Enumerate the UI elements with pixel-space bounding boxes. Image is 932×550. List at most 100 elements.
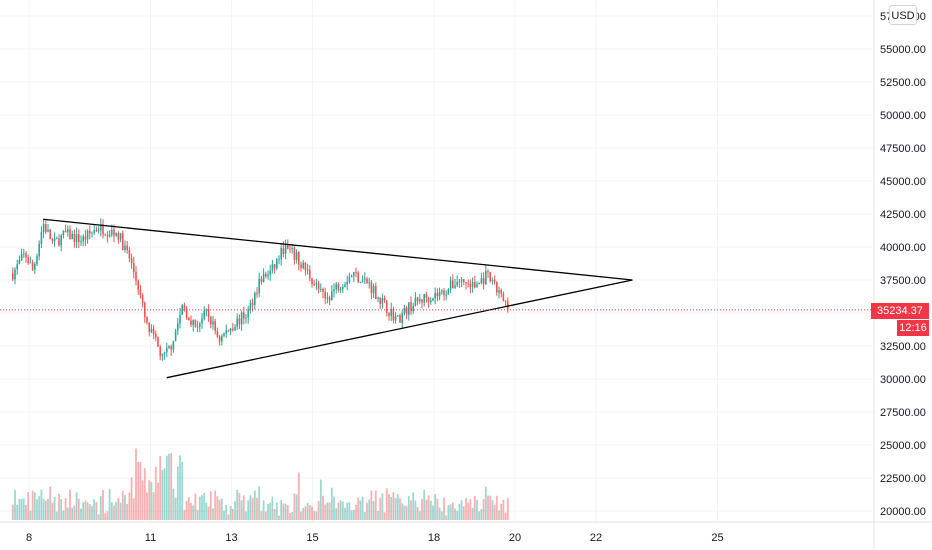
candle-body bbox=[339, 289, 342, 291]
candle-body bbox=[372, 286, 375, 293]
candle-body bbox=[179, 314, 181, 324]
candle-body bbox=[284, 244, 287, 254]
volume-bar bbox=[429, 500, 432, 520]
candle-body bbox=[36, 256, 38, 265]
candle-body bbox=[364, 278, 366, 280]
volume-bar bbox=[300, 511, 302, 520]
candle-body bbox=[113, 229, 115, 236]
candle-body bbox=[201, 318, 203, 324]
volume-bar bbox=[14, 489, 16, 520]
volume-bar bbox=[438, 507, 441, 520]
candle-body bbox=[108, 234, 111, 237]
trendline bbox=[166, 279, 633, 379]
candle-body bbox=[313, 284, 315, 286]
candle-body bbox=[476, 284, 478, 288]
volume-bar bbox=[102, 490, 104, 520]
volume-bar bbox=[115, 501, 118, 520]
volume-bar bbox=[502, 499, 505, 520]
volume-bar bbox=[432, 505, 434, 520]
volume-bar bbox=[392, 492, 395, 520]
volume-bar bbox=[165, 455, 168, 520]
candle-body bbox=[126, 245, 128, 250]
candle-body bbox=[482, 278, 485, 284]
volume-bar bbox=[269, 502, 272, 520]
volume-bar bbox=[150, 481, 153, 520]
volume-bar bbox=[249, 495, 252, 520]
volume-bar bbox=[212, 508, 214, 520]
candle-body bbox=[381, 298, 384, 304]
candle-body bbox=[370, 282, 373, 293]
volume-bar bbox=[471, 507, 474, 520]
candle-body bbox=[328, 297, 331, 301]
candle-body bbox=[392, 308, 395, 321]
volume-bar bbox=[20, 499, 23, 520]
candle-body bbox=[416, 297, 419, 302]
volume-bar bbox=[484, 486, 487, 520]
candle-body bbox=[119, 233, 122, 240]
time-tick-label: 8 bbox=[26, 532, 32, 544]
candle-body bbox=[412, 306, 414, 312]
volume-bar bbox=[500, 503, 503, 520]
candle-body bbox=[223, 333, 225, 336]
price-tick-label: 42500.00 bbox=[880, 209, 926, 221]
candle-body bbox=[355, 272, 357, 274]
time-tick-label: 11 bbox=[145, 532, 156, 544]
candle-body bbox=[199, 323, 201, 327]
volume-bar bbox=[84, 500, 87, 520]
candle-body bbox=[183, 305, 186, 309]
volume-bar bbox=[130, 477, 133, 520]
price-tick-label: 47500.00 bbox=[880, 143, 926, 155]
price-tick-label: 32500.00 bbox=[880, 341, 926, 353]
candle-body bbox=[214, 321, 216, 331]
volume-bar bbox=[163, 468, 166, 520]
candle-body bbox=[111, 229, 113, 235]
volume-bar bbox=[201, 495, 203, 520]
candle-body bbox=[441, 290, 443, 293]
candle-body bbox=[150, 328, 153, 332]
candle-body bbox=[445, 294, 447, 296]
time-tick-label: 13 bbox=[225, 532, 237, 544]
candle-body bbox=[152, 328, 155, 335]
candle-body bbox=[163, 352, 166, 354]
candle-body bbox=[436, 292, 439, 297]
volume-bar bbox=[410, 500, 412, 520]
candle-body bbox=[262, 273, 265, 282]
currency-button[interactable]: USD bbox=[889, 5, 917, 25]
volume-bar bbox=[456, 511, 459, 520]
candle-body bbox=[159, 346, 161, 357]
candle-body bbox=[337, 284, 340, 291]
candle-body bbox=[205, 309, 208, 311]
volume-bar bbox=[377, 510, 379, 520]
candle-body bbox=[23, 253, 25, 255]
candle-body bbox=[34, 264, 36, 270]
volume-bar bbox=[267, 503, 269, 520]
candle-body bbox=[383, 298, 386, 301]
volume-bar bbox=[236, 489, 239, 520]
candle-body bbox=[317, 283, 320, 290]
volume-bar bbox=[71, 507, 74, 520]
volume-bar bbox=[366, 502, 368, 520]
candle-body bbox=[137, 280, 139, 290]
candle-body bbox=[504, 300, 507, 302]
volume-bar bbox=[214, 490, 217, 520]
volume-bar bbox=[361, 496, 364, 520]
volume-bar bbox=[25, 504, 27, 520]
volume-bar bbox=[399, 498, 401, 520]
volume-bar bbox=[487, 495, 489, 520]
volume-bar bbox=[154, 466, 157, 520]
candle-body bbox=[311, 278, 313, 285]
candle-body bbox=[207, 309, 210, 317]
candle-body bbox=[45, 224, 47, 232]
candle-body bbox=[434, 292, 436, 299]
candle-body bbox=[324, 291, 326, 299]
volume-bar bbox=[124, 495, 126, 520]
candle-body bbox=[394, 316, 397, 321]
candle-body bbox=[357, 272, 359, 283]
time-axis[interactable]: 8 11 13 15 18 20 22 25 bbox=[26, 532, 724, 544]
candle-body bbox=[331, 291, 333, 301]
volume-bar bbox=[460, 500, 463, 520]
volume-bar bbox=[469, 499, 472, 520]
price-axis[interactable]: 57500.0055000.0052500.0050000.0047500.00… bbox=[880, 11, 926, 518]
volume-bar bbox=[478, 511, 481, 520]
